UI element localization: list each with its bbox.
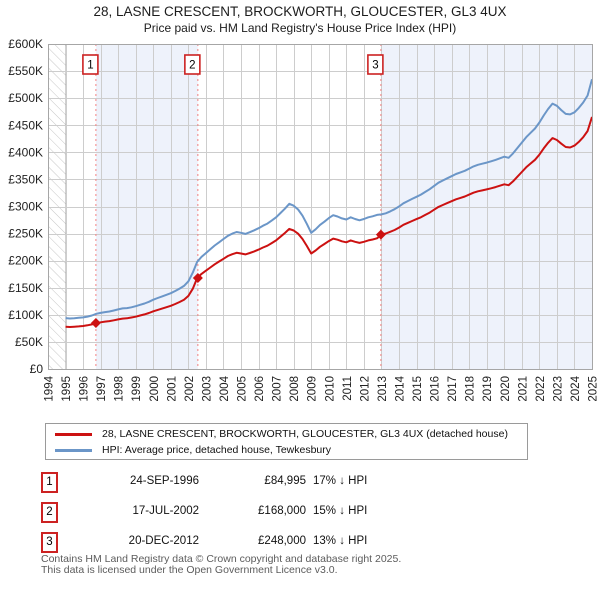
svg-text:2006: 2006 [254, 376, 266, 402]
svg-text:2005: 2005 [237, 376, 249, 402]
sale-price: £84,995 [264, 475, 306, 487]
sale-vs-hpi: 13% ↓ HPI [313, 535, 368, 547]
svg-text:2024: 2024 [570, 375, 582, 401]
svg-text:£0: £0 [30, 362, 44, 376]
svg-text:2013: 2013 [377, 376, 389, 402]
svg-text:£50K: £50K [15, 335, 43, 349]
svg-text:2015: 2015 [412, 376, 424, 402]
chart-legend: 28, LASNE CRESCENT, BROCKWORTH, GLOUCEST… [45, 423, 528, 460]
svg-text:2017: 2017 [447, 376, 459, 402]
legend-item-hpi: HPI: Average price, detached house, Tewk… [46, 442, 527, 458]
svg-text:£600K: £600K [8, 37, 43, 51]
svg-text:2018: 2018 [465, 376, 477, 402]
page-title: 28, LASNE CRESCENT, BROCKWORTH, GLOUCEST… [93, 4, 507, 19]
sale-price: £248,000 [258, 535, 306, 547]
svg-text:1997: 1997 [96, 376, 108, 402]
svg-text:2012: 2012 [359, 376, 371, 402]
svg-text:£150K: £150K [8, 281, 43, 295]
svg-text:£100K: £100K [8, 308, 43, 322]
property-line-sample [55, 432, 92, 436]
sale-row-2: 2 17-JUL-2002 £168,000 15% ↓ HPI [41, 502, 571, 524]
svg-text:3: 3 [372, 60, 378, 72]
legend-label: 28, LASNE CRESCENT, BROCKWORTH, GLOUCEST… [102, 428, 508, 440]
svg-text:2014: 2014 [394, 375, 406, 401]
svg-text:2010: 2010 [324, 376, 336, 402]
svg-text:£300K: £300K [8, 200, 43, 214]
footer-line-2: This data is licensed under the Open Gov… [41, 563, 338, 576]
svg-text:1995: 1995 [61, 376, 73, 402]
svg-text:2021: 2021 [517, 376, 529, 402]
sale-row-1: 1 24-SEP-1996 £84,995 17% ↓ HPI [41, 472, 571, 494]
svg-text:2004: 2004 [219, 375, 231, 401]
svg-text:£250K: £250K [8, 227, 43, 241]
legend-label: HPI: Average price, detached house, Tewk… [102, 444, 332, 456]
svg-text:2016: 2016 [430, 376, 442, 402]
sale-date: 17-JUL-2002 [132, 505, 199, 517]
sale-number-badge: 3 [41, 532, 58, 553]
svg-text:2008: 2008 [289, 376, 301, 402]
svg-text:1994: 1994 [44, 375, 56, 401]
svg-text:2020: 2020 [500, 376, 512, 402]
price-chart-svg: £0 £50K £100K £150K £200K £250K £300K £350K £400… [8, 37, 600, 402]
svg-text:2011: 2011 [342, 376, 354, 401]
svg-text:2023: 2023 [552, 376, 564, 402]
svg-text:2009: 2009 [307, 376, 319, 402]
svg-text:2022: 2022 [535, 376, 547, 402]
sale-vs-hpi: 15% ↓ HPI [313, 505, 368, 517]
svg-text:2019: 2019 [482, 376, 494, 402]
sale-vs-hpi: 17% ↓ HPI [313, 475, 368, 487]
sale-number-badge: 2 [41, 502, 58, 523]
svg-text:£200K: £200K [8, 254, 43, 268]
svg-text:£350K: £350K [8, 172, 43, 186]
svg-text:2002: 2002 [184, 376, 196, 402]
svg-text:2007: 2007 [272, 376, 284, 402]
hpi-line-sample [55, 448, 92, 452]
svg-text:2000: 2000 [149, 376, 161, 402]
legend-item-property: 28, LASNE CRESCENT, BROCKWORTH, GLOUCEST… [46, 426, 527, 442]
footer-line-1: Contains HM Land Registry data © Crown c… [41, 553, 402, 565]
svg-text:1999: 1999 [131, 376, 143, 402]
svg-text:1: 1 [87, 60, 93, 72]
svg-text:2: 2 [189, 60, 195, 72]
sale-price: £168,000 [258, 505, 306, 517]
svg-text:£550K: £550K [8, 64, 43, 78]
svg-text:£500K: £500K [8, 91, 43, 105]
svg-text:2001: 2001 [166, 376, 178, 402]
svg-text:2003: 2003 [201, 376, 213, 402]
svg-text:1998: 1998 [114, 376, 126, 402]
svg-text:£400K: £400K [8, 145, 43, 159]
sale-date: 24-SEP-1996 [129, 475, 199, 487]
sale-number-badge: 1 [41, 472, 58, 493]
svg-text:£450K: £450K [8, 118, 43, 132]
license-footer: Contains HM Land Registry data © Crown c… [41, 554, 401, 575]
sale-row-3: 3 20-DEC-2012 £248,000 13% ↓ HPI [41, 532, 571, 554]
svg-text:2025: 2025 [588, 376, 600, 402]
sale-date: 20-DEC-2012 [128, 535, 199, 547]
svg-text:1996: 1996 [79, 376, 91, 402]
page-subtitle: Price paid vs. HM Land Registry's House … [143, 21, 457, 35]
